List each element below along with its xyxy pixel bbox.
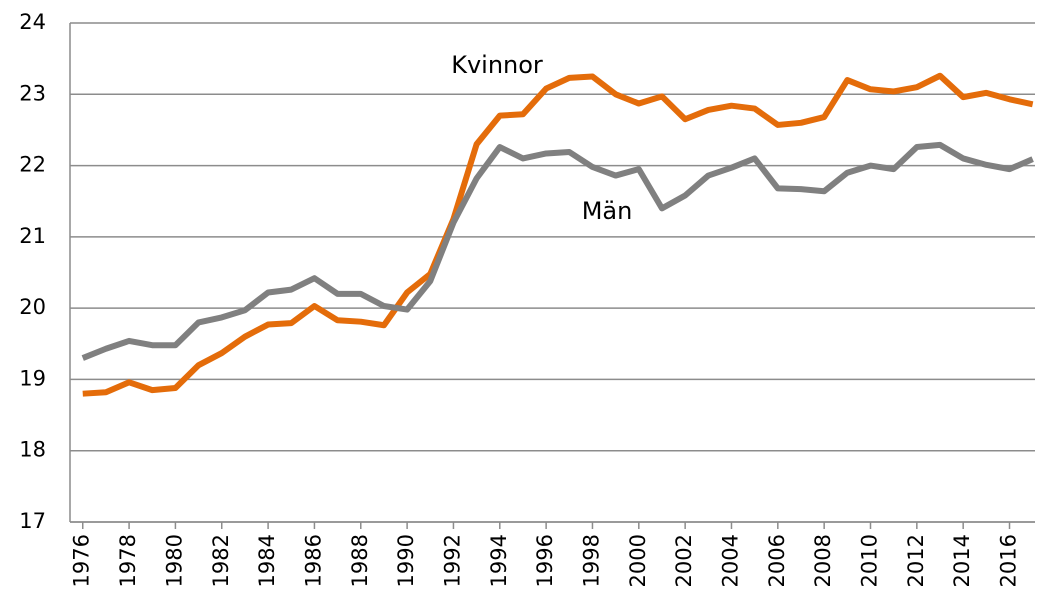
y-tick-label: 23 bbox=[19, 81, 46, 105]
x-tick-label: 2014 bbox=[950, 534, 974, 587]
x-tick-label: 2008 bbox=[811, 534, 835, 587]
y-tick-label: 17 bbox=[19, 509, 46, 533]
x-tick-label: 1986 bbox=[301, 534, 325, 587]
x-tick-label: 2000 bbox=[626, 534, 650, 587]
series-line bbox=[81, 141, 1034, 361]
x-tick-label: 1978 bbox=[116, 534, 140, 587]
x-tick-label: 2004 bbox=[718, 534, 742, 587]
x-tick-label: 1988 bbox=[348, 534, 372, 587]
x-tick-label: 2002 bbox=[672, 534, 696, 587]
series-label: Kvinnor bbox=[451, 51, 543, 79]
x-tick-label: 1976 bbox=[70, 534, 94, 587]
x-tick-label: 1998 bbox=[579, 534, 603, 587]
x-tick-label: 1984 bbox=[255, 534, 279, 587]
series-line bbox=[82, 72, 1034, 397]
series-label: Män bbox=[582, 197, 633, 225]
x-tick-label: 1992 bbox=[440, 534, 464, 587]
x-tick-label: 2006 bbox=[765, 534, 789, 587]
x-tick-label: 1990 bbox=[394, 534, 418, 587]
x-tick-label: 1994 bbox=[487, 534, 511, 587]
x-tick-label: 2010 bbox=[857, 534, 881, 587]
y-tick-label: 19 bbox=[19, 366, 46, 390]
x-tick-label: 1980 bbox=[162, 534, 186, 587]
y-tick-label: 20 bbox=[19, 295, 46, 319]
x-tick-label: 2016 bbox=[997, 534, 1021, 587]
x-tick-label: 1982 bbox=[209, 534, 233, 587]
y-tick-label: 24 bbox=[19, 10, 46, 34]
y-tick-label: 22 bbox=[19, 153, 46, 177]
x-tick-label: 2012 bbox=[904, 534, 928, 587]
y-tick-label: 18 bbox=[19, 438, 46, 462]
y-tick-label: 21 bbox=[19, 224, 46, 248]
x-tick-label: 1996 bbox=[533, 534, 557, 587]
